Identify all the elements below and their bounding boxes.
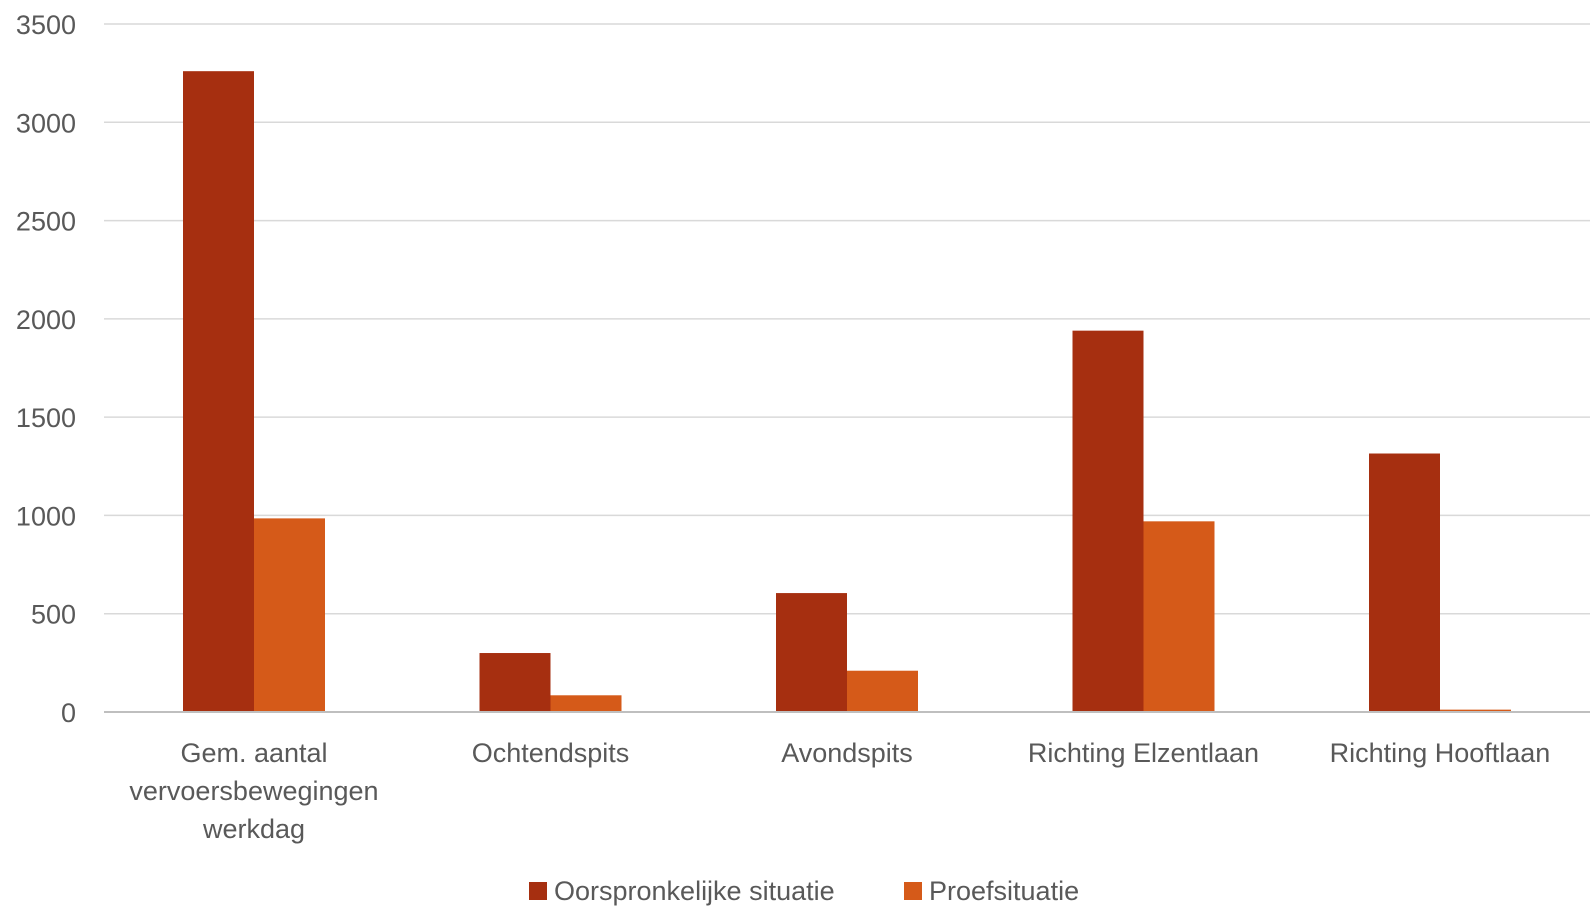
x-category-label: vervoersbewegingen: [129, 776, 378, 806]
x-category-label: Richting Hooftlaan: [1330, 738, 1551, 768]
y-tick-label: 1000: [16, 501, 76, 531]
y-tick-label: 0: [61, 698, 76, 728]
bars: [183, 71, 1511, 713]
y-tick-label: 1500: [16, 403, 76, 433]
y-tick-label: 500: [31, 600, 76, 630]
bar-proef-0: [254, 518, 325, 712]
legend-swatch-proef: [904, 882, 922, 900]
bar-proef-1: [550, 695, 622, 712]
gridlines: [104, 23, 1590, 615]
x-category-label: Avondspits: [781, 738, 913, 768]
legend-label-proef: Proefsituatie: [929, 876, 1079, 906]
y-tick-label: 3500: [16, 10, 76, 40]
bar-oorspronkelijk-0: [183, 71, 254, 713]
x-axis-categories: Gem. aantal vervoersbewegingen werkdag Ocht…: [129, 738, 1550, 844]
bar-oorspronkelijk-4: [1369, 453, 1440, 712]
bar-proef-3: [1143, 521, 1215, 712]
legend-swatch-oorspronkelijk: [529, 882, 547, 900]
x-category-label: werkdag: [202, 814, 305, 844]
y-tick-label: 2500: [16, 207, 76, 237]
y-tick-label: 2000: [16, 305, 76, 335]
bar-proef-4: [1440, 709, 1511, 712]
legend: Oorspronkelijke situatie Proefsituatie: [529, 876, 1079, 906]
y-axis-ticks: 0 500 1000 1500 2000 2500 3000 3500: [16, 10, 76, 728]
bar-oorspronkelijk-3: [1072, 330, 1144, 712]
bar-oorspronkelijk-2: [776, 593, 847, 712]
y-tick-label: 3000: [16, 108, 76, 138]
x-category-label: Ochtendspits: [472, 738, 630, 768]
bar-proef-2: [847, 670, 918, 712]
legend-label-oorspronkelijk: Oorspronkelijke situatie: [554, 876, 835, 906]
x-category-label: Gem. aantal: [180, 738, 327, 768]
x-category-label: Richting Elzentlaan: [1028, 738, 1259, 768]
bar-oorspronkelijk-1: [479, 653, 551, 712]
